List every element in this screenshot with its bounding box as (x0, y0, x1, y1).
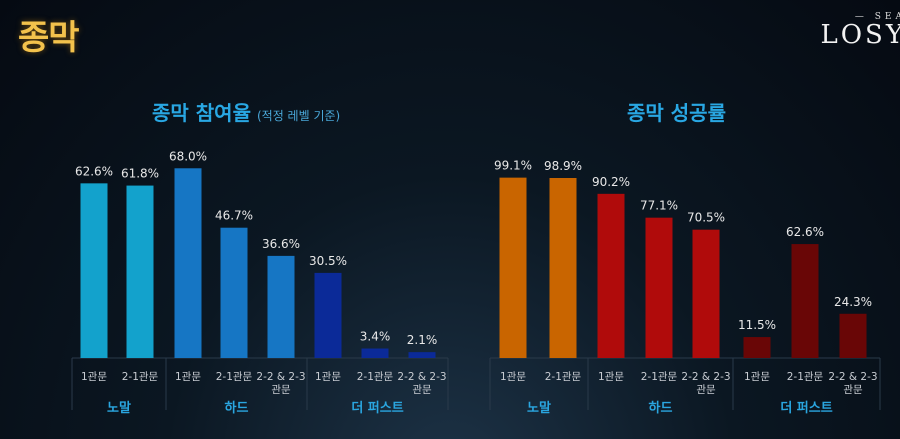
participation-bar (314, 272, 342, 358)
success-category-label: 관문 (696, 384, 716, 396)
success-chart-title: 종막 성공률 (627, 101, 726, 125)
participation-data-label: 30.5% (309, 254, 347, 268)
success-bar (645, 217, 673, 358)
participation-bar (126, 185, 154, 358)
success-group-label: 노말 (527, 401, 551, 416)
success-category-label: 1관문 (598, 371, 624, 383)
participation-category-label: 2-2 & 2-3 (256, 371, 305, 383)
success-data-label: 90.2% (592, 175, 630, 189)
participation-chart-title: 종막 참여율 (적정 레벨 기준) (152, 97, 340, 126)
success-data-label: 99.1% (494, 159, 532, 173)
success-category-label: 2-1관문 (787, 371, 824, 383)
game-logo: — SEALOSY (820, 12, 900, 50)
participation-bar (361, 348, 389, 358)
participation-category-label: 1관문 (175, 371, 201, 383)
success-bar (692, 229, 720, 358)
participation-category-label: 2-1관문 (122, 371, 159, 383)
success-data-label: 77.1% (640, 199, 678, 213)
participation-subtitle: (적정 레벨 기준) (256, 109, 341, 123)
success-bar (597, 193, 625, 358)
participation-data-label: 36.6% (262, 237, 300, 251)
success-data-label: 62.6% (786, 225, 824, 239)
participation-bar (220, 227, 248, 358)
participation-category-label: 2-2 & 2-3 (397, 371, 446, 383)
participation-category-label: 관문 (271, 384, 291, 396)
participation-data-label: 46.7% (215, 209, 253, 223)
success-group-label: 더 퍼스트 (780, 400, 832, 416)
participation-data-label: 3.4% (360, 330, 391, 344)
participation-category-label: 1관문 (81, 371, 107, 383)
success-category-label: 1관문 (500, 371, 526, 383)
success-category-label: 2-1관문 (545, 371, 582, 383)
participation-category-label: 2-1관문 (357, 371, 394, 383)
participation-group-label: 노말 (107, 401, 131, 416)
success-category-label: 2-2 & 2-3 (681, 371, 730, 383)
participation-bar (267, 255, 295, 358)
participation-group-label: 더 퍼스트 (351, 400, 403, 416)
success-bar (791, 244, 819, 358)
participation-bar (408, 352, 436, 358)
success-category-label: 2-1관문 (641, 371, 678, 383)
participation-data-label: 61.8% (121, 167, 159, 181)
participation-bar (174, 168, 202, 358)
success-data-label: 98.9% (544, 159, 582, 173)
page-title: 종막 (18, 18, 80, 58)
success-category-label: 2-2 & 2-3 (828, 371, 877, 383)
success-data-label: 11.5% (738, 318, 776, 332)
success-group-label: 하드 (649, 400, 673, 416)
success-bar (743, 337, 771, 358)
success-data-label: 24.3% (834, 295, 872, 309)
participation-data-label: 68.0% (169, 149, 207, 163)
success-category-label: 관문 (843, 384, 863, 396)
participation-category-label: 2-1관문 (216, 371, 253, 383)
success-bar (839, 313, 867, 358)
participation-category-label: 관문 (412, 384, 432, 396)
participation-title-text: 종막 참여율 (152, 101, 251, 125)
participation-category-label: 1관문 (315, 371, 341, 383)
success-data-label: 70.5% (687, 211, 725, 225)
success-category-label: 1관문 (744, 371, 770, 383)
success-bar (499, 177, 527, 358)
success-bar (549, 178, 577, 358)
participation-data-label: 62.6% (75, 164, 113, 178)
participation-data-label: 2.1% (407, 333, 438, 347)
participation-group-label: 하드 (225, 400, 249, 416)
participation-bar (80, 183, 108, 358)
